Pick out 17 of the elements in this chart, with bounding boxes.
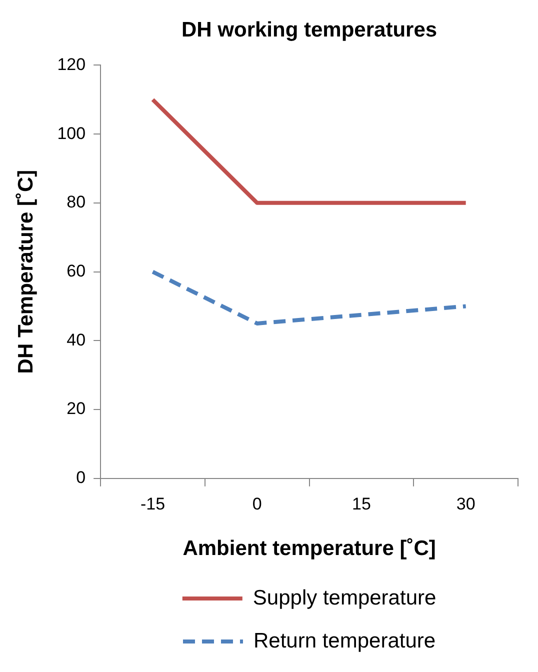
- y-tick-label: 0: [76, 468, 86, 488]
- y-tick-label: 20: [66, 399, 86, 418]
- y-tick-label: 40: [66, 330, 86, 350]
- line-series: [150, 270, 468, 326]
- x-tick-label: 0: [252, 494, 262, 514]
- y-tick-label: 120: [57, 54, 86, 74]
- y-tick-label: 80: [66, 192, 86, 212]
- y-axis-title: DH Temperature [˚C]: [14, 170, 38, 374]
- chart-title: DH working temperatures: [182, 18, 438, 42]
- y-tick-label: 60: [66, 261, 86, 280]
- x-tick-label: 15: [352, 494, 371, 514]
- legend-label: Supply temperature: [252, 586, 436, 610]
- y-tick-label: 100: [57, 124, 86, 143]
- x-axis-title: Ambient temperature [˚C]: [182, 537, 436, 560]
- x-tick-label: -15: [140, 494, 166, 514]
- x-tick-label: 30: [456, 494, 476, 514]
- legend-label: Return temperature: [253, 629, 436, 652]
